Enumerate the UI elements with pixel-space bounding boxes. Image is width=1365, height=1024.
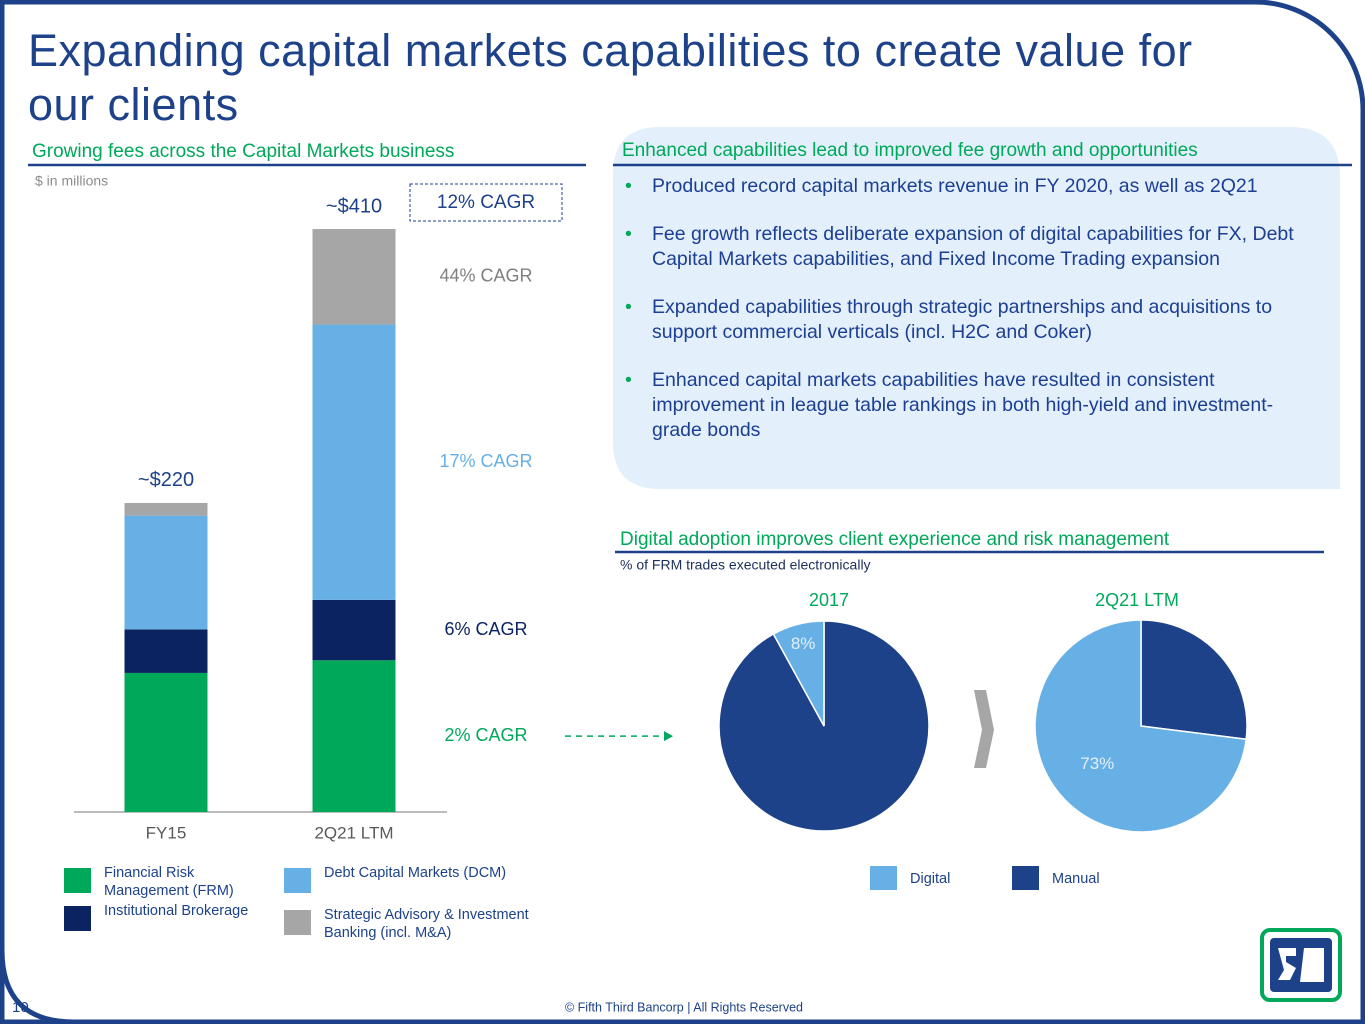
legend-label: Institutional Brokerage (104, 903, 249, 919)
legend-label: Digital (910, 871, 950, 887)
pie-slice (1034, 619, 1247, 833)
cagr-label: 17% CAGR (439, 451, 532, 471)
bar-segment (124, 672, 208, 812)
x-tick-label: 2Q21 LTM (314, 823, 393, 842)
total-label: ~$410 (326, 195, 382, 217)
pie-label: 8% (791, 634, 816, 653)
chevron (974, 690, 994, 768)
cagr-label: 2% CAGR (444, 725, 527, 745)
pie-label: 73% (1080, 754, 1114, 773)
footer: © Fifth Third Bancorp | All Rights Reser… (565, 1000, 803, 1014)
page-number: 10 (12, 999, 29, 1016)
legend-swatch (870, 866, 897, 890)
bullet: Produced record capital markets revenue … (625, 174, 1315, 199)
cagr-box (409, 183, 563, 222)
bar-segment (124, 502, 208, 516)
pie-subtitle: % of FRM trades executed electronically (620, 557, 871, 573)
legend-swatch (64, 906, 91, 931)
legend-label: Strategic Advisory & Investment Banking … (324, 907, 529, 941)
bar-segment (312, 599, 396, 661)
arrow-head (664, 731, 673, 742)
bar-subtitle: $ in millions (35, 173, 108, 189)
x-tick-label: FY15 (146, 823, 187, 842)
pie-slice (772, 620, 825, 727)
panel-heading: Enhanced capabilities lead to improved f… (622, 140, 1198, 161)
bar-segment (124, 629, 208, 673)
pie-heading: Digital adoption improves client experie… (620, 529, 1170, 550)
bar-segment (312, 229, 396, 325)
legend-swatch (64, 868, 91, 893)
bullet: Enhanced capital markets capabilities ha… (625, 368, 1315, 443)
bar-segment (124, 515, 208, 630)
bullet: Expanded capabilities through strategic … (625, 295, 1315, 345)
bar-segment (312, 660, 396, 812)
cagr-label: 44% CAGR (439, 266, 532, 286)
pie-title: 2017 (809, 590, 849, 610)
legend-swatch (1012, 866, 1039, 890)
legend-swatch (284, 868, 311, 893)
bar-heading: Growing fees across the Capital Markets … (32, 141, 454, 162)
bullet: Fee growth reflects deliberate expansion… (625, 222, 1315, 272)
total-label: ~$220 (138, 469, 194, 491)
logo-mark (1278, 948, 1324, 982)
cagr-label: 6% CAGR (444, 619, 527, 639)
total-cagr: 12% CAGR (437, 192, 535, 213)
legend-swatch (284, 910, 311, 935)
pie-title: 2Q21 LTM (1095, 590, 1179, 610)
bar-segment (312, 324, 396, 600)
bullets: Produced record capital markets revenue … (625, 174, 1315, 466)
legend-label: Debt Capital Markets (DCM) (324, 865, 507, 881)
frame-corner (0, 949, 75, 1024)
slide-title: Expanding capital markets capabilities t… (28, 25, 1193, 130)
legend-label: Financial Risk Management (FRM) (104, 865, 234, 899)
legend-label: Manual (1052, 871, 1100, 887)
pie-slice (1140, 619, 1248, 741)
